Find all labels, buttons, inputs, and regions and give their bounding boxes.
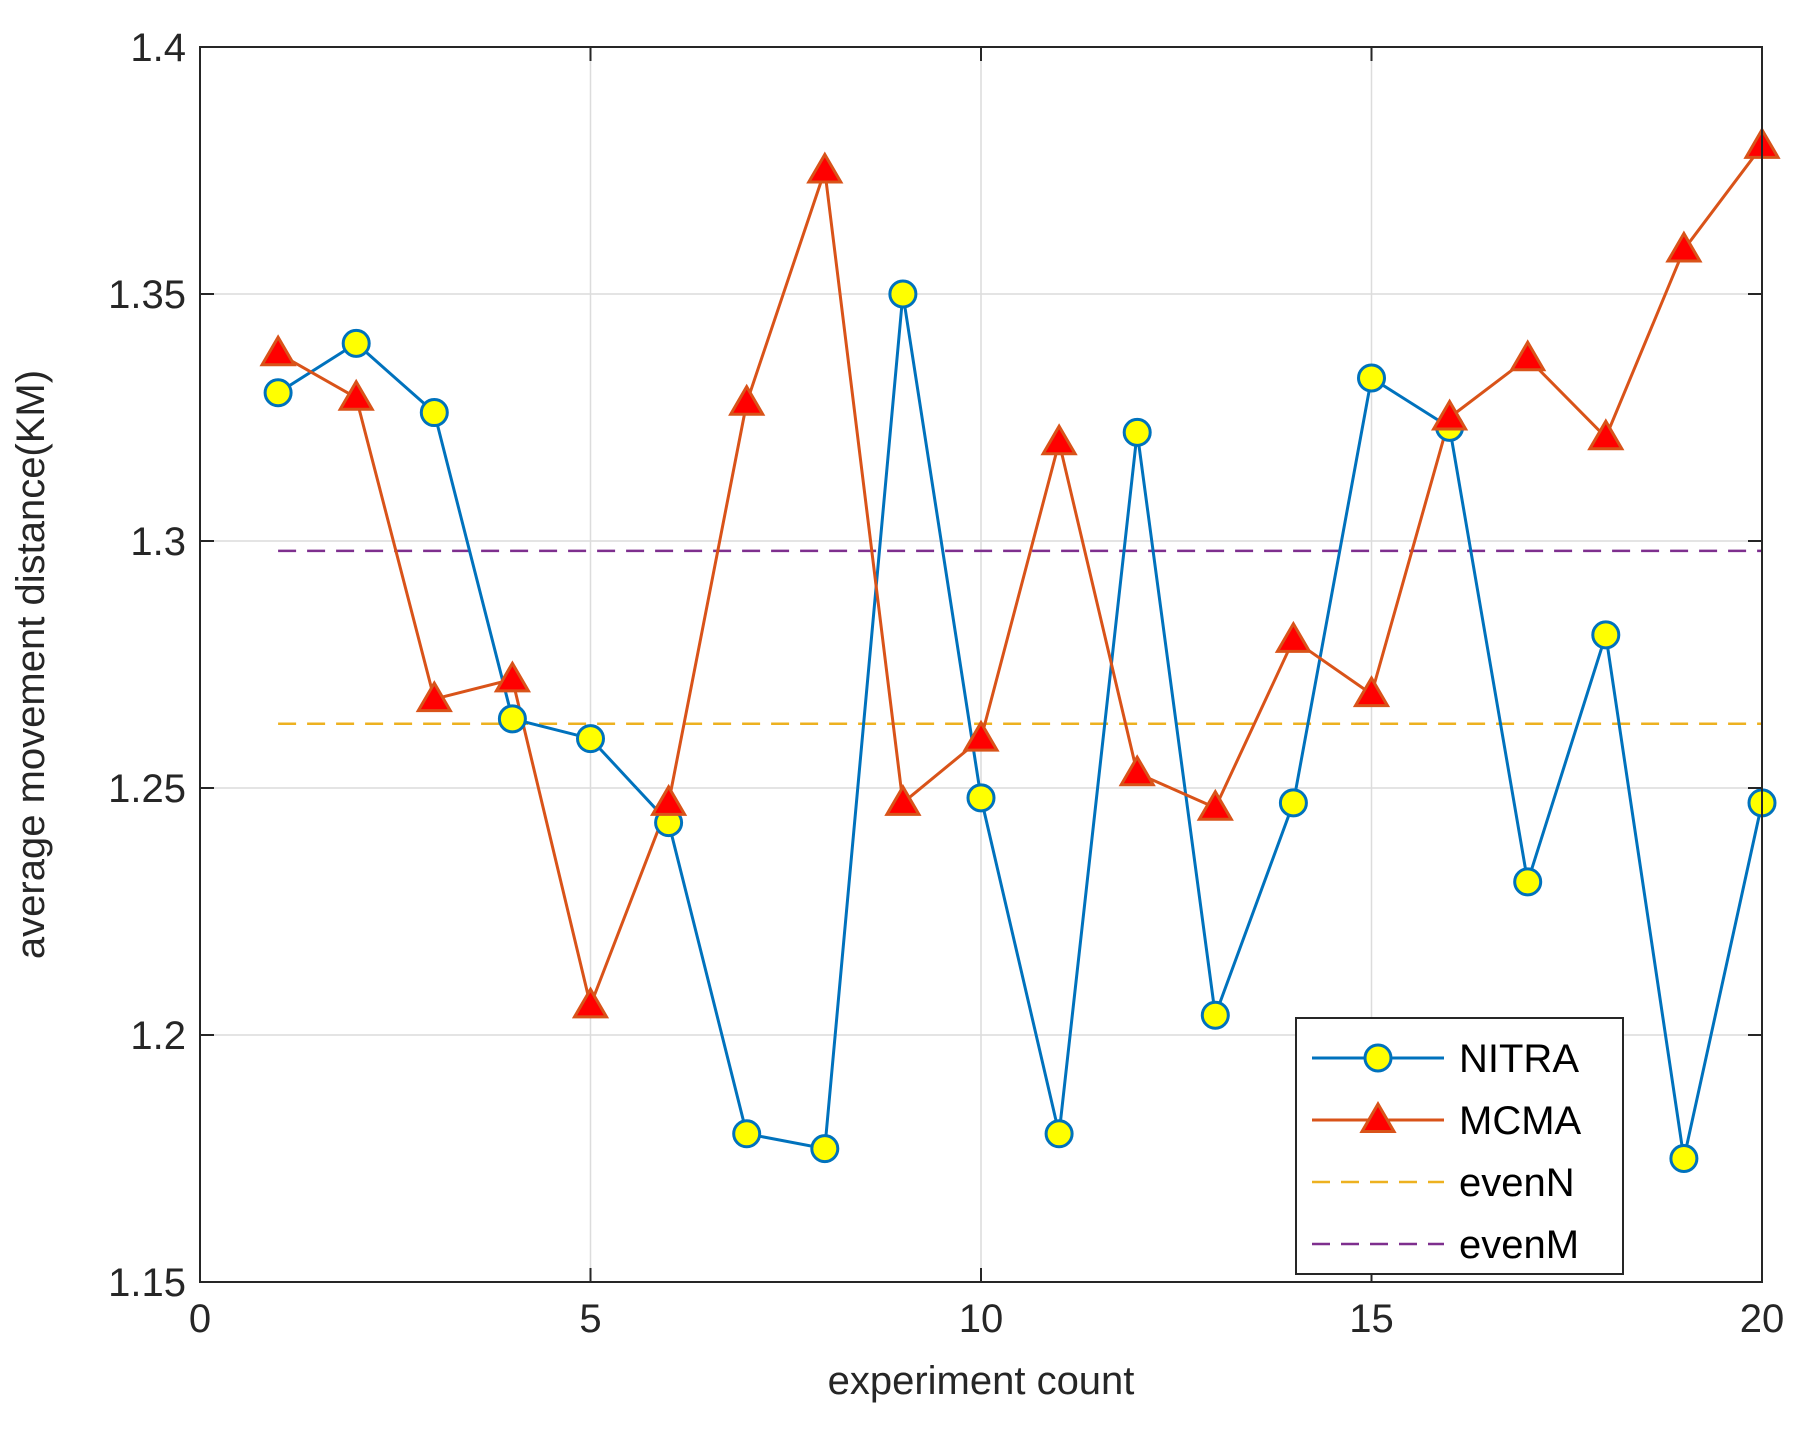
data-point-mcma-10 [962, 719, 1000, 752]
data-point-mcma-6 [649, 783, 688, 816]
data-point-nitra-15 [1357, 363, 1386, 393]
data-point-mcma-19 [1665, 230, 1703, 263]
legend-label-evenm: evenM [1459, 1223, 1579, 1267]
y-tick-label-0: 1.15 [108, 1261, 186, 1305]
data-point-mcma-8 [806, 151, 844, 184]
data-point-nitra-7 [732, 1119, 762, 1149]
series-markers-mcma [259, 126, 1781, 1019]
data-point-nitra-1 [263, 378, 293, 408]
data-point-mcma-1 [259, 334, 297, 367]
data-point-nitra-11 [1044, 1119, 1074, 1149]
data-point-mcma-15 [1352, 675, 1391, 708]
data-point-mcma-17 [1509, 339, 1547, 372]
data-point-mcma-5 [571, 986, 610, 1019]
y-tick-label-4: 1.35 [108, 273, 186, 317]
data-point-mcma-11 [1040, 423, 1078, 456]
y-tick-label-3: 1.3 [130, 520, 186, 564]
data-point-mcma-16 [1430, 398, 1469, 431]
data-point-mcma-2 [337, 378, 375, 411]
data-point-nitra-4 [497, 704, 527, 734]
x-tick-label-2: 10 [959, 1297, 1004, 1341]
data-point-mcma-14 [1274, 620, 1313, 653]
axis-ticks: 0 5 10 15 20 1.15 1.2 1.25 1.3 1.35 1.4 [108, 26, 1784, 1341]
x-tick-label-4: 20 [1740, 1297, 1785, 1341]
data-point-nitra-12 [1122, 417, 1152, 447]
legend-box [1295, 1017, 1624, 1275]
legend: NITRA MCMA evenN evenM [1295, 1017, 1624, 1275]
x-tick-label-0: 0 [189, 1297, 211, 1341]
data-point-nitra-9 [888, 279, 918, 309]
data-point-nitra-18 [1591, 620, 1621, 650]
y-tick-label-1: 1.2 [130, 1014, 186, 1058]
y-axis-label: average movement distance(KM) [9, 370, 53, 959]
data-point-mcma-12 [1118, 754, 1156, 787]
x-tick-label-3: 15 [1349, 1297, 1394, 1341]
legend-label-evenn: evenN [1459, 1161, 1575, 1205]
data-point-mcma-3 [415, 680, 453, 713]
data-point-mcma-7 [728, 383, 766, 416]
data-point-mcma-4 [493, 660, 532, 693]
data-point-mcma-13 [1196, 788, 1234, 821]
data-point-nitra-17 [1513, 867, 1543, 897]
legend-label-mcma: MCMA [1459, 1099, 1582, 1143]
data-point-mcma-9 [884, 783, 922, 816]
data-point-mcma-18 [1587, 418, 1625, 451]
legend-marker-mcma [1359, 1101, 1397, 1134]
data-point-nitra-13 [1200, 1000, 1230, 1030]
data-point-nitra-8 [810, 1134, 840, 1164]
y-tick-label-5: 1.4 [130, 26, 186, 70]
data-point-nitra-3 [419, 398, 449, 428]
x-axis-label: experiment count [828, 1359, 1135, 1403]
data-point-nitra-2 [341, 328, 371, 358]
legend-marker-nitra [1363, 1043, 1393, 1073]
y-tick-label-2: 1.25 [108, 767, 186, 811]
data-point-nitra-10 [966, 783, 996, 813]
data-point-nitra-19 [1669, 1144, 1699, 1173]
data-point-nitra-14 [1278, 788, 1308, 818]
legend-label-nitra: NITRA [1459, 1037, 1579, 1081]
x-tick-label-1: 5 [579, 1297, 601, 1341]
data-point-nitra-5 [576, 724, 605, 754]
